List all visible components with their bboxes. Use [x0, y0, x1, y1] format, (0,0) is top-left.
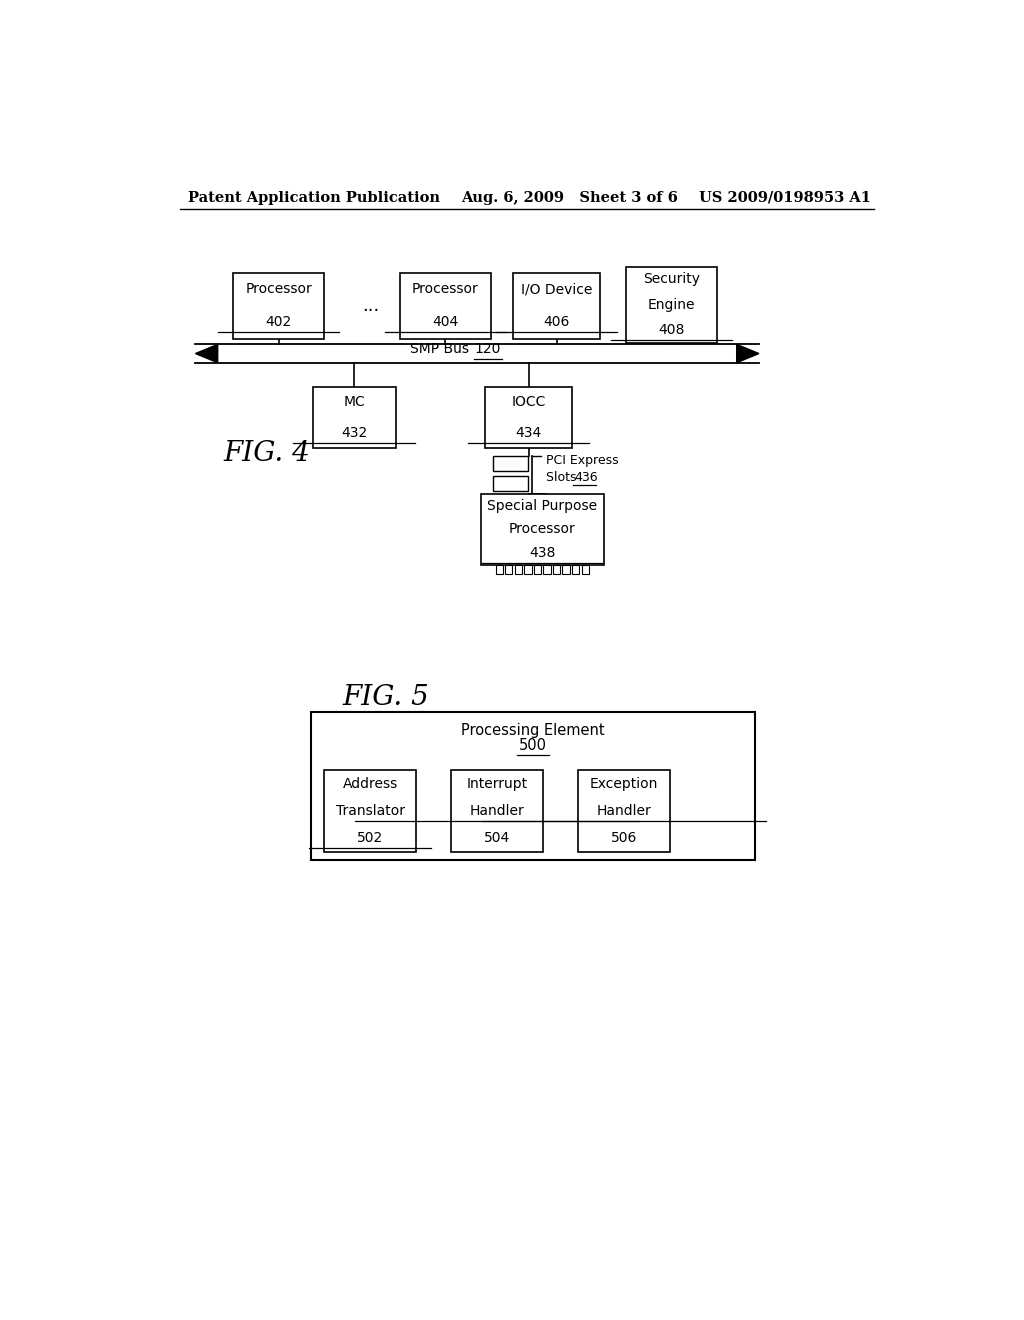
Text: Interrupt: Interrupt [467, 777, 527, 791]
Polygon shape [196, 345, 218, 363]
Bar [196, 345, 759, 363]
Text: Handler: Handler [597, 804, 651, 818]
Text: 408: 408 [658, 323, 685, 337]
Bar [544, 565, 551, 574]
Bar [534, 565, 541, 574]
Text: Handler: Handler [470, 804, 524, 818]
Bar [312, 387, 396, 447]
Bar [553, 565, 560, 574]
Text: ...: ... [362, 297, 380, 314]
Text: 506: 506 [610, 832, 637, 845]
Text: Security: Security [643, 272, 700, 286]
Text: 404: 404 [432, 315, 459, 329]
Bar [572, 565, 580, 574]
Text: Translator: Translator [336, 804, 404, 818]
Bar [562, 565, 569, 574]
Text: Special Purpose: Special Purpose [487, 499, 597, 512]
Bar [325, 771, 416, 851]
Bar [452, 771, 543, 851]
Bar [513, 273, 600, 339]
Text: FIG. 4: FIG. 4 [223, 440, 310, 467]
Text: 120: 120 [474, 342, 501, 356]
Text: Processor: Processor [412, 282, 479, 296]
Bar [524, 565, 531, 574]
Bar [496, 565, 503, 574]
Text: Exception: Exception [590, 777, 658, 791]
Bar [399, 273, 492, 339]
Text: Aug. 6, 2009   Sheet 3 of 6: Aug. 6, 2009 Sheet 3 of 6 [461, 190, 678, 205]
Bar [480, 494, 604, 565]
Text: 436: 436 [574, 471, 598, 484]
Text: 438: 438 [529, 546, 555, 560]
Text: 500: 500 [519, 738, 547, 754]
Text: FIG. 5: FIG. 5 [342, 684, 429, 710]
Text: Processing Element: Processing Element [461, 723, 604, 738]
Bar [626, 267, 717, 343]
Text: SMP Bus: SMP Bus [410, 342, 473, 356]
Polygon shape [736, 345, 759, 363]
Bar [485, 387, 572, 447]
Text: PCI Express: PCI Express [546, 454, 618, 467]
Text: IOCC: IOCC [512, 395, 546, 409]
Text: Slots: Slots [546, 471, 581, 484]
Bar [310, 713, 755, 859]
Text: Engine: Engine [648, 298, 695, 312]
Text: 406: 406 [544, 315, 569, 329]
Bar [233, 273, 325, 339]
Bar [579, 771, 670, 851]
Text: Processor: Processor [509, 523, 575, 536]
Text: MC: MC [343, 395, 365, 409]
Text: 502: 502 [357, 832, 383, 845]
Text: 402: 402 [265, 315, 292, 329]
Text: 432: 432 [341, 426, 368, 440]
Text: Address: Address [342, 777, 397, 791]
Bar [494, 477, 528, 491]
Bar [494, 496, 528, 512]
Bar [506, 565, 512, 574]
Text: Patent Application Publication: Patent Application Publication [187, 190, 439, 205]
Bar [494, 455, 528, 471]
Text: 504: 504 [484, 832, 510, 845]
Bar [494, 516, 528, 532]
Text: 434: 434 [516, 426, 542, 440]
Text: US 2009/0198953 A1: US 2009/0198953 A1 [699, 190, 871, 205]
Text: I/O Device: I/O Device [521, 282, 592, 296]
Bar [582, 565, 589, 574]
Text: Processor: Processor [246, 282, 312, 296]
Bar [515, 565, 522, 574]
